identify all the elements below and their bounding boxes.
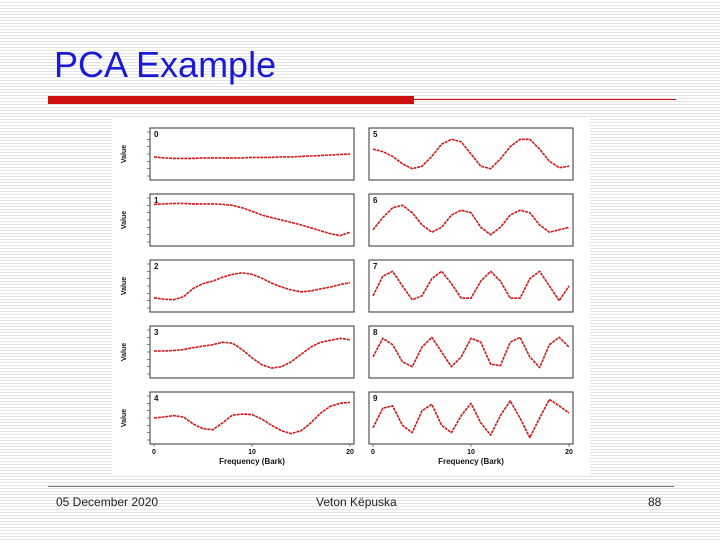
panel-frame [149, 325, 355, 379]
panel-frame [368, 193, 574, 247]
y-axis-label: Value [121, 277, 128, 295]
title-accent-bar [48, 96, 414, 104]
x-axis-label: Frequency (Bark) [219, 457, 285, 466]
panel-frame [368, 325, 574, 379]
panel-id: 3 [154, 328, 159, 337]
component-curve [372, 138, 570, 170]
y-axis-label: Value [121, 145, 128, 163]
x-axis-label: Frequency (Bark) [438, 457, 504, 466]
component-curve [372, 398, 570, 439]
panel-id: 5 [373, 130, 378, 139]
panel-id: 2 [154, 262, 159, 271]
panel-frame [149, 127, 355, 181]
panel-frame [149, 193, 355, 247]
pca-components-chart: 0 Value 1 Value 2 Value 3 Value 4 Value 5 6 7 8 9 0 10 20… [121, 127, 574, 466]
pca-figure: 0 Value 1 Value 2 Value 3 Value 4 Value 5 6 7 8 9 0 10 20… [112, 118, 590, 474]
panel-id: 7 [373, 262, 378, 271]
title-accent-line [414, 99, 676, 100]
x-tick-label: 20 [565, 449, 573, 456]
component-curve [153, 202, 351, 237]
x-tick-label: 10 [248, 449, 256, 456]
footer-author: Veton Këpuska [316, 495, 397, 509]
component-curve [153, 401, 351, 435]
x-tick-label: 0 [371, 449, 375, 456]
y-axis-label: Value [121, 211, 128, 229]
page-number: 88 [648, 495, 662, 509]
x-tick-label: 0 [152, 449, 156, 456]
component-curve [372, 336, 570, 369]
panel-id: 4 [154, 394, 159, 403]
component-curve [153, 272, 351, 301]
component-curve [372, 270, 570, 302]
slide-title: PCA Example [54, 44, 277, 85]
y-axis-label: Value [121, 409, 128, 427]
footer-date: 05 December 2020 [56, 495, 159, 509]
panel-frame [368, 259, 574, 313]
y-axis-label: Value [121, 343, 128, 361]
component-curve [372, 204, 570, 236]
panel-id: 9 [373, 394, 378, 403]
panel-id: 8 [373, 328, 378, 337]
panel-frame [149, 391, 355, 445]
component-curve [154, 337, 351, 369]
x-tick-label: 20 [346, 449, 354, 456]
component-curve [153, 153, 351, 160]
panel-id: 0 [154, 130, 159, 139]
footer-divider [48, 486, 674, 487]
panel-frame [149, 259, 355, 313]
panel-id: 1 [154, 196, 159, 205]
x-tick-label: 10 [467, 449, 475, 456]
panel-id: 6 [373, 196, 378, 205]
